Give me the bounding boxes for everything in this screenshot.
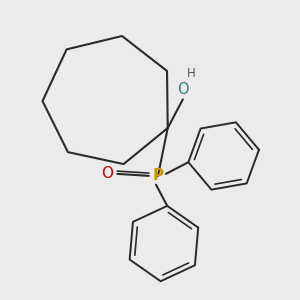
Text: O: O [101, 167, 113, 182]
Text: H: H [187, 67, 196, 80]
Text: P: P [152, 168, 164, 183]
Text: O: O [177, 82, 189, 97]
